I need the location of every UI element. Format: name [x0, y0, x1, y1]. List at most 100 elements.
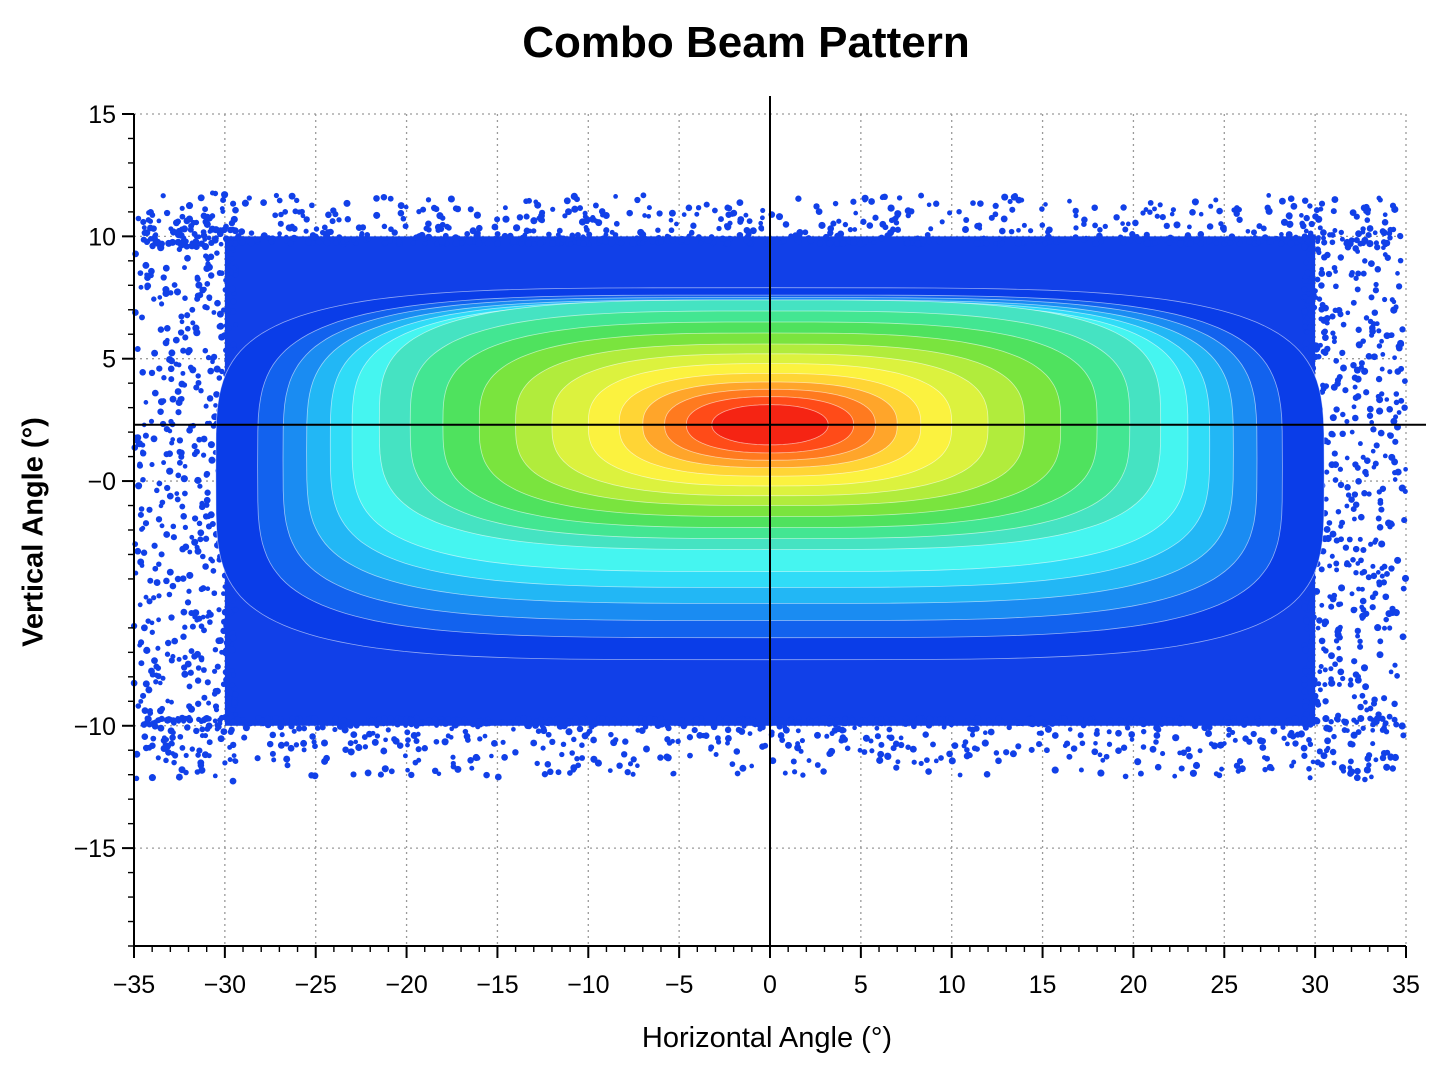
scatter-point	[1393, 304, 1399, 310]
scatter-point	[657, 754, 664, 761]
scatter-point	[433, 738, 440, 745]
scatter-point	[153, 663, 160, 670]
scatter-point	[228, 240, 234, 246]
scatter-point	[640, 720, 647, 727]
scatter-point	[1369, 604, 1376, 611]
scatter-point	[1318, 566, 1325, 573]
scatter-point	[724, 734, 732, 742]
scatter-point	[172, 219, 180, 227]
scatter-point	[398, 716, 404, 722]
scatter-point	[1308, 639, 1313, 645]
scatter-point	[1342, 718, 1349, 726]
scatter-point	[1365, 231, 1372, 239]
scatter-point	[1297, 237, 1303, 243]
scatter-point	[156, 480, 163, 487]
scatter-point	[977, 200, 984, 207]
scatter-point	[1301, 715, 1308, 723]
scatter-point	[179, 503, 186, 510]
scatter-point	[646, 213, 652, 219]
scatter-point	[547, 768, 554, 776]
scatter-point	[1340, 364, 1347, 372]
scatter-point	[194, 544, 200, 550]
scatter-point	[1093, 740, 1098, 746]
scatter-point	[482, 733, 488, 739]
scatter-point	[1184, 232, 1192, 239]
scatter-point	[1186, 224, 1192, 230]
scatter-point	[725, 211, 732, 218]
scatter-point	[675, 738, 681, 745]
scatter-point	[704, 236, 712, 244]
scatter-point	[452, 239, 460, 247]
scatter-point	[948, 715, 954, 722]
scatter-point	[362, 744, 369, 750]
scatter-point	[1302, 235, 1309, 241]
scatter-point	[396, 742, 404, 749]
scatter-point	[1401, 378, 1408, 385]
scatter-point	[693, 716, 700, 724]
scatter-point	[681, 212, 687, 217]
scatter-point	[834, 232, 841, 240]
scatter-point	[995, 757, 1002, 765]
scatter-point	[904, 239, 911, 247]
scatter-point	[463, 733, 471, 740]
scatter-point	[221, 618, 228, 625]
scatter-point	[162, 264, 170, 272]
scatter-point	[743, 212, 749, 218]
scatter-point	[169, 717, 177, 725]
scatter-point	[144, 239, 150, 246]
scatter-point	[1153, 724, 1161, 732]
scatter-point	[476, 718, 483, 725]
scatter-point	[450, 754, 456, 760]
scatter-point	[1357, 703, 1364, 711]
scatter-point	[1360, 270, 1367, 277]
scatter-point	[967, 726, 973, 732]
scatter-point	[1378, 540, 1386, 548]
scatter-point	[1280, 218, 1289, 226]
scatter-point	[381, 715, 388, 722]
scatter-point	[1154, 213, 1160, 219]
scatter-point	[1342, 544, 1350, 551]
scatter-point	[164, 639, 172, 647]
scatter-point	[1328, 461, 1336, 469]
scatter-point	[1360, 454, 1366, 460]
scatter-point	[1355, 270, 1362, 277]
scatter-point	[1328, 719, 1334, 725]
scatter-point	[278, 211, 284, 218]
scatter-point	[1376, 407, 1384, 415]
scatter-point	[1373, 442, 1380, 449]
scatter-point	[1135, 237, 1142, 244]
scatter-point	[920, 237, 927, 245]
scatter-point	[1362, 258, 1368, 264]
scatter-point	[229, 246, 235, 251]
scatter-point	[1143, 207, 1149, 213]
scatter-point	[1193, 237, 1200, 244]
scatter-point	[376, 716, 382, 722]
scatter-point	[231, 240, 239, 247]
scatter-point	[1387, 369, 1393, 375]
scatter-point	[611, 716, 617, 722]
scatter-point	[1398, 484, 1406, 492]
scatter-point	[1028, 746, 1035, 753]
scatter-point	[1260, 225, 1267, 232]
scatter-point	[876, 756, 884, 764]
scatter-point	[815, 208, 823, 215]
scatter-point	[1357, 536, 1363, 542]
scatter-point	[180, 608, 188, 616]
scatter-point	[202, 347, 209, 354]
scatter-point	[1331, 733, 1337, 740]
scatter-point	[1178, 765, 1185, 772]
scatter-point	[813, 717, 819, 723]
scatter-point	[905, 212, 911, 219]
scatter-point	[860, 218, 867, 225]
scatter-point	[547, 717, 553, 723]
scatter-point	[194, 476, 202, 484]
scatter-point	[301, 725, 308, 732]
scatter-point	[1309, 632, 1316, 639]
scatter-point	[841, 720, 848, 727]
scatter-point	[946, 750, 953, 758]
scatter-point	[1395, 344, 1403, 352]
scatter-point	[1360, 664, 1369, 672]
scatter-point	[1349, 591, 1355, 597]
scatter-point	[139, 369, 146, 376]
scatter-point	[143, 646, 151, 654]
